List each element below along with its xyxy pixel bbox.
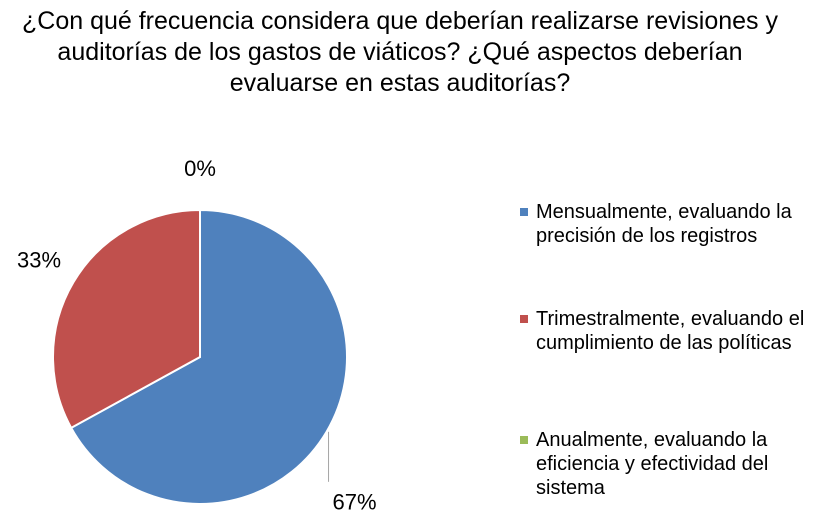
- legend-entry: Anualmente, evaluando la eficiencia y ef…: [520, 428, 820, 500]
- legend-entry: Trimestralmente, evaluando el cumplimien…: [520, 307, 820, 355]
- legend-label: Trimestralmente, evaluando el cumplimien…: [536, 308, 805, 354]
- legend-entry: Mensualmente, evaluando la precisión de …: [520, 200, 820, 248]
- data-label: 67%: [333, 490, 377, 515]
- pie-slice: [52, 208, 201, 430]
- legend-swatch: [520, 315, 528, 323]
- pie-slice: [69, 208, 348, 505]
- chart-title: ¿Con qué frecuencia considera que deberí…: [22, 7, 778, 97]
- data-label: 33%: [17, 248, 61, 273]
- legend-label: Mensualmente, evaluando la precisión de …: [536, 201, 792, 247]
- legend-swatch: [520, 436, 528, 444]
- data-label: 0%: [184, 156, 216, 181]
- legend-swatch: [520, 208, 528, 216]
- legend-label: Anualmente, evaluando la eficiencia y ef…: [536, 429, 769, 499]
